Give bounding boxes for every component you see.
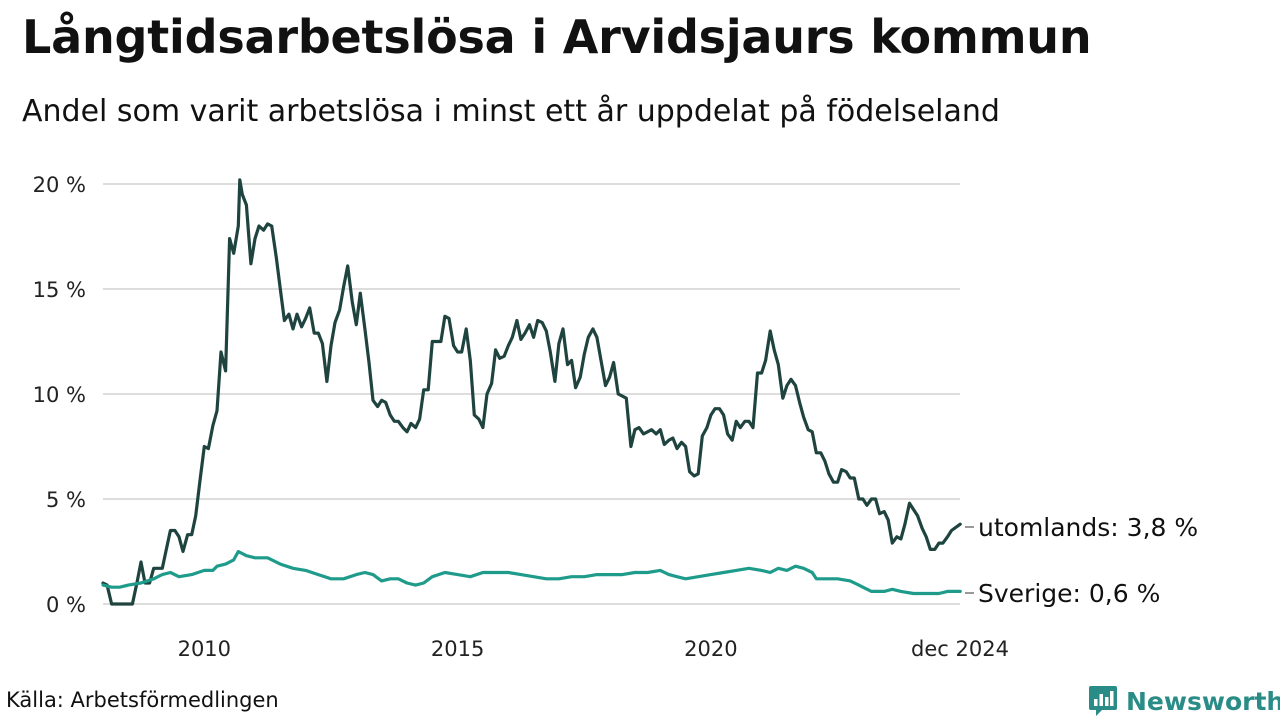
series-lines	[101, 178, 962, 606]
series-end-labels: utomlands: 3,8 % Sverige: 0,6 %	[965, 513, 1198, 608]
chart-title: Långtidsarbetslösa i Arvidsjaurs kommun	[22, 10, 1092, 64]
x-axis-ticks: 2010 2015 2020 dec 2024	[178, 637, 1009, 661]
y-tick-label: 10 %	[33, 383, 86, 407]
x-tick-label: dec 2024	[911, 637, 1009, 661]
brand-name: Newsworthy	[1126, 686, 1280, 716]
y-tick-label: 0 %	[46, 593, 86, 617]
y-tick-label: 15 %	[33, 278, 86, 302]
gridlines	[103, 183, 960, 605]
y-axis-ticks: 0 % 5 % 10 % 15 % 20 %	[33, 173, 86, 617]
series-line-sverige	[101, 549, 962, 596]
source-note: Källa: Arbetsförmedlingen	[6, 688, 279, 712]
chart-subtitle: Andel som varit arbetslösa i minst ett å…	[22, 94, 1000, 129]
y-tick-label: 20 %	[33, 173, 86, 197]
series-line-utomlands	[101, 178, 962, 606]
brand-logo[interactable]: Newsworthy	[1088, 684, 1280, 718]
x-tick-label: 2015	[431, 637, 484, 661]
x-tick-label: 2020	[684, 637, 737, 661]
newsworthy-logo-icon	[1089, 686, 1117, 716]
end-label-sverige: Sverige: 0,6 %	[978, 579, 1160, 608]
y-tick-label: 5 %	[46, 488, 86, 512]
x-tick-label: 2010	[178, 637, 231, 661]
end-label-utomlands: utomlands: 3,8 %	[978, 513, 1198, 542]
